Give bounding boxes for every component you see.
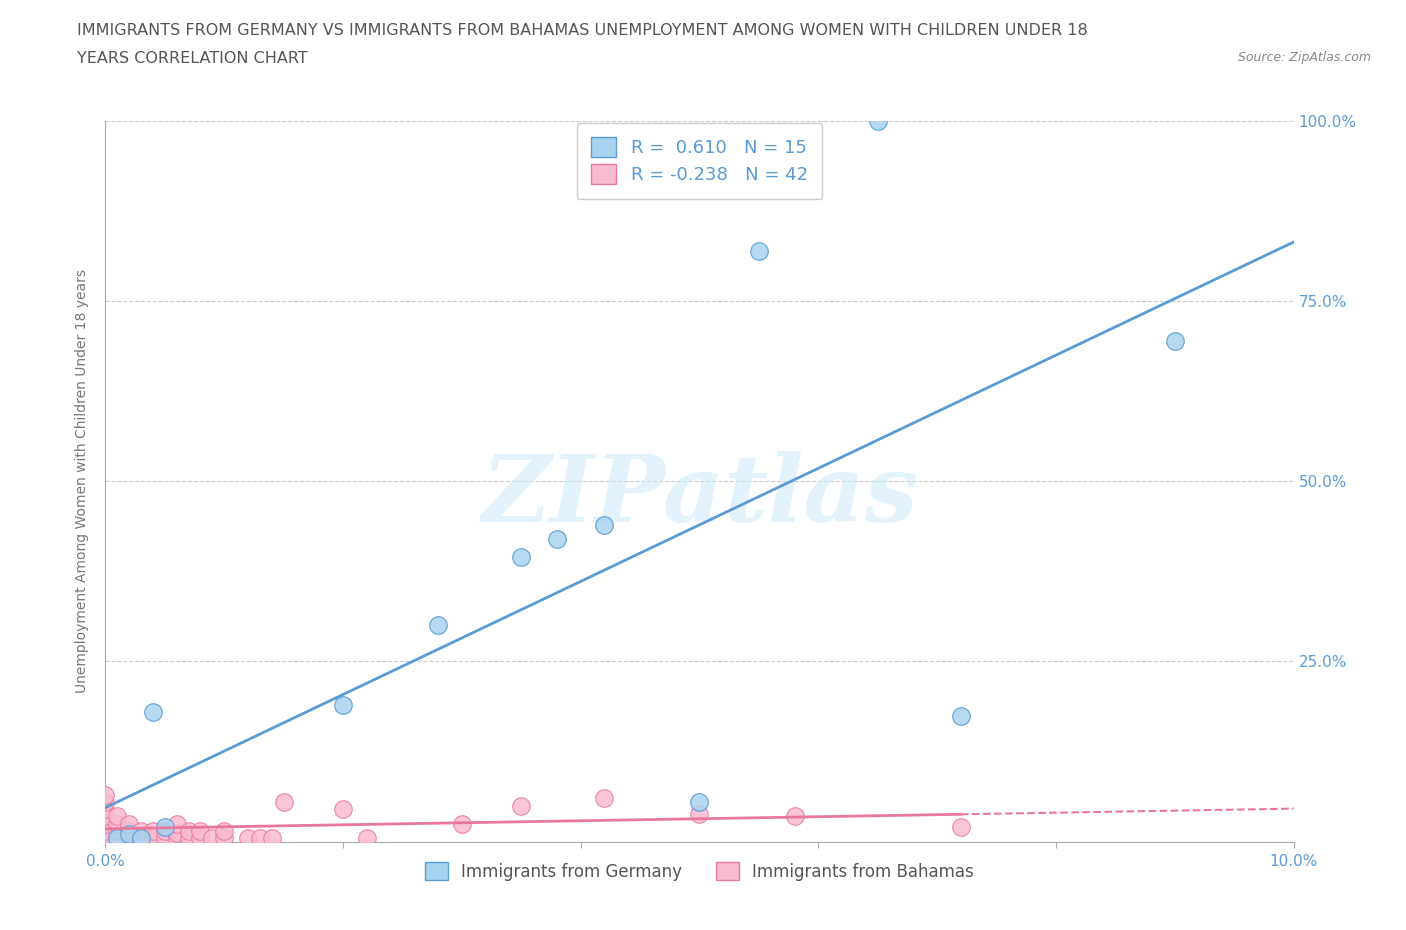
Point xyxy=(866,113,889,128)
Point xyxy=(510,798,533,813)
Point xyxy=(546,532,568,547)
Point xyxy=(129,830,152,845)
Point xyxy=(166,826,188,841)
Point xyxy=(593,517,616,532)
Point xyxy=(214,830,236,845)
Point xyxy=(153,820,176,835)
Point xyxy=(94,794,117,809)
Point xyxy=(949,820,972,835)
Point xyxy=(118,830,141,845)
Point xyxy=(689,794,711,809)
Point xyxy=(201,830,224,845)
Text: IMMIGRANTS FROM GERMANY VS IMMIGRANTS FROM BAHAMAS UNEMPLOYMENT AMONG WOMEN WITH: IMMIGRANTS FROM GERMANY VS IMMIGRANTS FR… xyxy=(77,23,1088,38)
Point xyxy=(356,830,378,845)
Point xyxy=(105,823,128,838)
Point xyxy=(105,817,128,831)
Point xyxy=(689,807,711,822)
Point xyxy=(177,823,200,838)
Point xyxy=(94,830,117,845)
Point xyxy=(105,830,128,845)
Point xyxy=(166,830,188,845)
Point xyxy=(332,698,354,712)
Point xyxy=(142,705,165,720)
Point xyxy=(94,809,117,824)
Point xyxy=(177,830,200,845)
Legend: Immigrants from Germany, Immigrants from Bahamas: Immigrants from Germany, Immigrants from… xyxy=(418,856,981,887)
Point xyxy=(949,708,972,723)
Point xyxy=(510,550,533,565)
Text: ZIPatlas: ZIPatlas xyxy=(481,451,918,540)
Point xyxy=(142,823,165,838)
Point xyxy=(94,788,117,803)
Point xyxy=(273,794,295,809)
Point xyxy=(190,823,212,838)
Point xyxy=(118,827,141,842)
Point xyxy=(153,823,176,838)
Point xyxy=(94,823,117,838)
Point xyxy=(1164,333,1187,348)
Point xyxy=(166,817,188,831)
Point xyxy=(118,817,141,831)
Text: YEARS CORRELATION CHART: YEARS CORRELATION CHART xyxy=(77,51,308,66)
Point xyxy=(94,817,117,831)
Point xyxy=(153,830,176,845)
Point xyxy=(427,618,450,633)
Point xyxy=(249,830,271,845)
Point xyxy=(94,802,117,817)
Y-axis label: Unemployment Among Women with Children Under 18 years: Unemployment Among Women with Children U… xyxy=(76,270,90,693)
Point xyxy=(236,830,259,845)
Point xyxy=(118,823,141,838)
Point xyxy=(214,823,236,838)
Point xyxy=(783,809,806,824)
Point xyxy=(748,243,770,258)
Point xyxy=(129,823,152,838)
Point xyxy=(105,809,128,824)
Point xyxy=(190,830,212,845)
Point xyxy=(105,830,128,845)
Point xyxy=(593,790,616,805)
Point xyxy=(450,817,472,831)
Point xyxy=(142,830,165,845)
Point xyxy=(129,830,152,845)
Point xyxy=(332,802,354,817)
Text: Source: ZipAtlas.com: Source: ZipAtlas.com xyxy=(1237,51,1371,64)
Point xyxy=(260,830,283,845)
